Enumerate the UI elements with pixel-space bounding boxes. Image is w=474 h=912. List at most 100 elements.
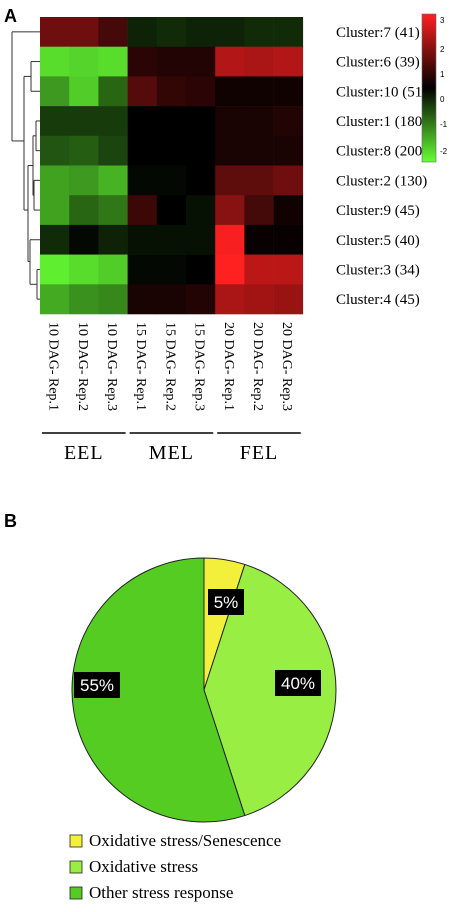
heatmap-cell: [273, 135, 304, 166]
row-dendrogram: [11, 31, 40, 300]
color-scale-tick: 3: [440, 16, 445, 25]
heatmap-cell: [273, 106, 304, 137]
heatmap-cell: [215, 224, 245, 255]
heatmap-cell: [69, 17, 99, 47]
pie-chart: 5% 40% 55%: [71, 557, 337, 823]
cluster-label: Cluster:2 (130): [336, 173, 427, 189]
group-label: FEL: [240, 442, 279, 464]
heatmap-cell: [69, 284, 99, 315]
cluster-label: Cluster:4 (45): [336, 292, 420, 308]
heatmap-cell: [244, 165, 274, 196]
heatmap-cell: [69, 135, 99, 166]
column-label: 10 DAG- Rep.2: [75, 322, 90, 411]
heatmap-cell: [215, 284, 245, 315]
heatmap-cell: [98, 76, 128, 107]
heatmap-cell: [273, 224, 304, 255]
column-labels: 10 DAG- Rep.1 10 DAG- Rep.2 10 DAG- Rep.3 1…: [46, 322, 295, 411]
heatmap-cell: [215, 76, 245, 107]
heatmap-cell: [186, 195, 216, 226]
column-label: 15 DAG- Rep.3: [192, 322, 207, 411]
heatmap-cell: [127, 17, 158, 47]
heatmap-cell: [156, 195, 187, 226]
pie-label-box: [74, 672, 120, 698]
heatmap-cell: [244, 106, 274, 137]
heatmap-cell: [215, 17, 245, 47]
heatmap-cell: [156, 165, 187, 196]
legend-label: Oxidative stress: [89, 857, 198, 876]
heatmap-cell: [244, 76, 274, 107]
heatmap-cell: [69, 165, 99, 196]
cluster-label: Cluster:9 (45): [336, 203, 420, 219]
heatmap-cell: [186, 284, 216, 315]
group-label: EEL: [64, 442, 104, 464]
column-label: 20 DAG- Rep.2: [250, 322, 265, 411]
cluster-label: Cluster:6 (39): [336, 55, 420, 71]
pie-slice: [71, 557, 246, 823]
heatmap-cell: [273, 284, 304, 315]
heatmap-cell: [69, 106, 99, 137]
heatmap-cell: [244, 46, 274, 77]
heatmap-cell: [127, 135, 158, 166]
heatmap-cell: [215, 254, 245, 285]
heatmap-cell: [98, 17, 128, 47]
column-label: 10 DAG- Rep.3: [104, 322, 119, 411]
heatmap-cell: [244, 224, 274, 255]
heatmap-cell: [273, 254, 304, 285]
heatmap-cell: [273, 17, 304, 47]
color-scale-tick: -2: [440, 147, 448, 156]
heatmap-cell: [244, 195, 274, 226]
heatmap-cell: [156, 76, 187, 107]
heatmap-cell: [215, 165, 245, 196]
heatmap-cell: [215, 46, 245, 77]
heatmap-cell: [156, 106, 187, 137]
heatmap-cell: [186, 135, 216, 166]
heatmap-cell: [98, 165, 128, 196]
pie-label-box: [208, 589, 244, 615]
heatmap-cell: [40, 284, 70, 315]
heatmap-cell: [215, 106, 245, 137]
heatmap-cell: [127, 46, 158, 77]
heatmap-cell: [156, 254, 187, 285]
heatmap-cell: [244, 284, 274, 315]
column-label: 20 DAG- Rep.1: [221, 322, 236, 411]
heatmap-cell: [186, 17, 216, 47]
color-scale-gradient: [421, 13, 437, 163]
color-scale-tick: 0: [440, 95, 445, 104]
color-scale-bar: 3 2 1 0 -1 -2: [421, 13, 448, 163]
pie-legend: Oxidative stress/Senescence Oxidative str…: [69, 831, 281, 902]
heatmap-cell: [156, 135, 187, 166]
heatmap-cell: [127, 254, 158, 285]
heatmap-cell: [215, 135, 245, 166]
column-label: 15 DAG- Rep.1: [133, 322, 148, 411]
heatmap-cell: [98, 195, 128, 226]
pie-label-box: [275, 670, 321, 696]
heatmap-cell: [98, 106, 128, 137]
pie-label: 40%: [281, 674, 315, 693]
heatmap-cell: [40, 106, 70, 137]
heatmap-cell: [215, 195, 245, 226]
cluster-label: Cluster:7 (41): [336, 25, 420, 41]
pie-label: 55%: [80, 676, 114, 695]
column-label: 20 DAG- Rep.3: [279, 322, 294, 411]
heatmap-cell: [244, 17, 274, 47]
heatmap-cell: [98, 135, 128, 166]
heatmap-cell: [244, 254, 274, 285]
cluster-label: Cluster:10 (51): [336, 84, 427, 100]
color-scale-tick: 1: [440, 70, 445, 79]
heatmap-cell: [156, 224, 187, 255]
heatmap-cell: [186, 165, 216, 196]
heatmap-cell: [69, 76, 99, 107]
panel-label-a: A: [4, 6, 17, 26]
cluster-label: Cluster:1 (180): [336, 114, 427, 130]
heatmap-cell: [40, 17, 70, 47]
heatmap-cell: [40, 46, 70, 77]
heatmap-cell: [69, 224, 99, 255]
column-label: 15 DAG- Rep.2: [162, 322, 177, 411]
heatmap: Cluster:7 (41) Cluster:6 (39) Cluster:10 (…: [40, 17, 427, 315]
heatmap-cell: [127, 224, 158, 255]
heatmap-cell: [244, 135, 274, 166]
panel-label-b: B: [4, 511, 17, 531]
color-scale-tick: -1: [440, 120, 448, 129]
pie-slice: [203, 563, 337, 817]
